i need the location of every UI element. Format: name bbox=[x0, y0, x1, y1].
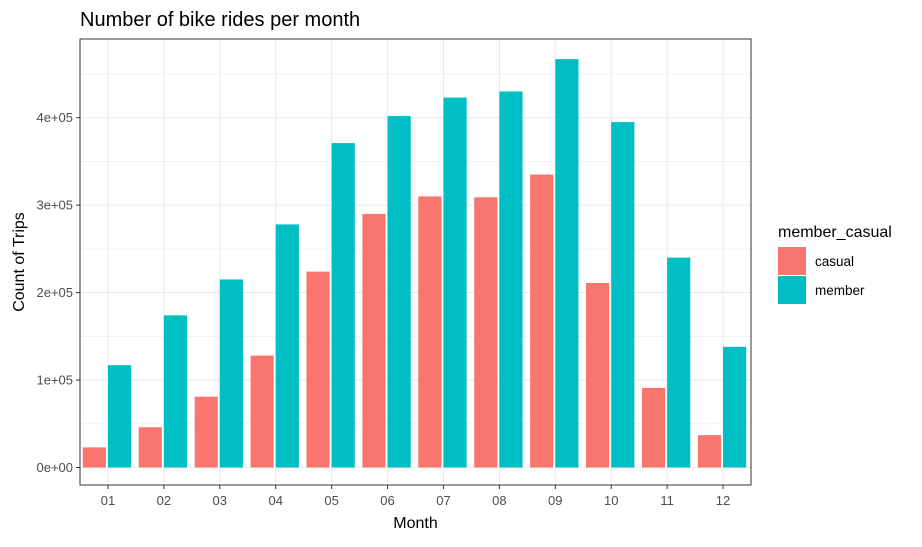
bars bbox=[82, 59, 747, 468]
x-tick-label: 04 bbox=[268, 493, 282, 508]
y-tick-label: 1e+05 bbox=[36, 373, 73, 388]
bar-casual-12 bbox=[697, 435, 722, 468]
bar-casual-09 bbox=[530, 174, 554, 468]
bar-member-10 bbox=[611, 122, 635, 468]
bar-member-01 bbox=[107, 365, 132, 468]
bar-member-02 bbox=[163, 315, 188, 468]
legend-key-member bbox=[778, 276, 806, 304]
y-tick-label: 2e+05 bbox=[36, 285, 73, 300]
bar-casual-06 bbox=[362, 213, 386, 468]
y-axis-title: Count of Trips bbox=[11, 212, 28, 312]
bar-member-11 bbox=[667, 257, 691, 468]
x-axis-title: Month bbox=[393, 515, 437, 532]
x-tick-label: 01 bbox=[101, 493, 115, 508]
y-tick-label: 3e+05 bbox=[36, 198, 73, 213]
legend-label-member: member bbox=[815, 283, 865, 298]
chart-title: Number of bike rides per month bbox=[80, 9, 360, 31]
bar-member-09 bbox=[555, 59, 579, 468]
legend-items: casual member bbox=[778, 247, 865, 304]
axes: 0e+00 1e+05 2e+05 3e+05 4e+05 01 02 03 04 05 06 07 0… bbox=[36, 110, 730, 508]
bar-casual-08 bbox=[474, 197, 498, 468]
x-tick-label: 10 bbox=[604, 493, 618, 508]
legend-title: member_casual bbox=[778, 224, 892, 241]
bar-casual-05 bbox=[306, 271, 330, 468]
x-tick-label: 11 bbox=[660, 493, 674, 508]
legend-label-casual: casual bbox=[815, 254, 854, 269]
bar-member-04 bbox=[275, 224, 299, 468]
x-tick-label: 02 bbox=[157, 493, 171, 508]
y-tick-label: 0e+00 bbox=[36, 460, 73, 475]
bar-casual-04 bbox=[250, 355, 274, 468]
bar-casual-11 bbox=[641, 387, 666, 468]
bar-casual-03 bbox=[194, 396, 218, 468]
x-tick-label: 09 bbox=[548, 493, 562, 508]
x-tick-label: 03 bbox=[213, 493, 227, 508]
legend: member_casual casual member bbox=[778, 224, 892, 304]
bar-member-08 bbox=[499, 91, 523, 468]
bar-member-07 bbox=[443, 97, 467, 468]
bar-casual-07 bbox=[418, 196, 442, 468]
x-tick-label: 07 bbox=[436, 493, 450, 508]
bar-member-06 bbox=[387, 115, 411, 468]
bar-casual-02 bbox=[138, 427, 162, 468]
x-tick-label: 05 bbox=[324, 493, 338, 508]
x-tick-label: 12 bbox=[716, 493, 730, 508]
legend-key-casual bbox=[778, 247, 806, 275]
bar-member-05 bbox=[331, 143, 355, 468]
bar-member-12 bbox=[723, 346, 747, 468]
x-tick-label: 08 bbox=[492, 493, 506, 508]
y-tick-label: 4e+05 bbox=[36, 110, 73, 125]
bar-casual-10 bbox=[586, 282, 610, 468]
plot-panel-border bbox=[79, 38, 752, 486]
bar-casual-01 bbox=[82, 447, 106, 468]
x-tick-label: 06 bbox=[380, 493, 394, 508]
bar-member-03 bbox=[219, 279, 243, 468]
